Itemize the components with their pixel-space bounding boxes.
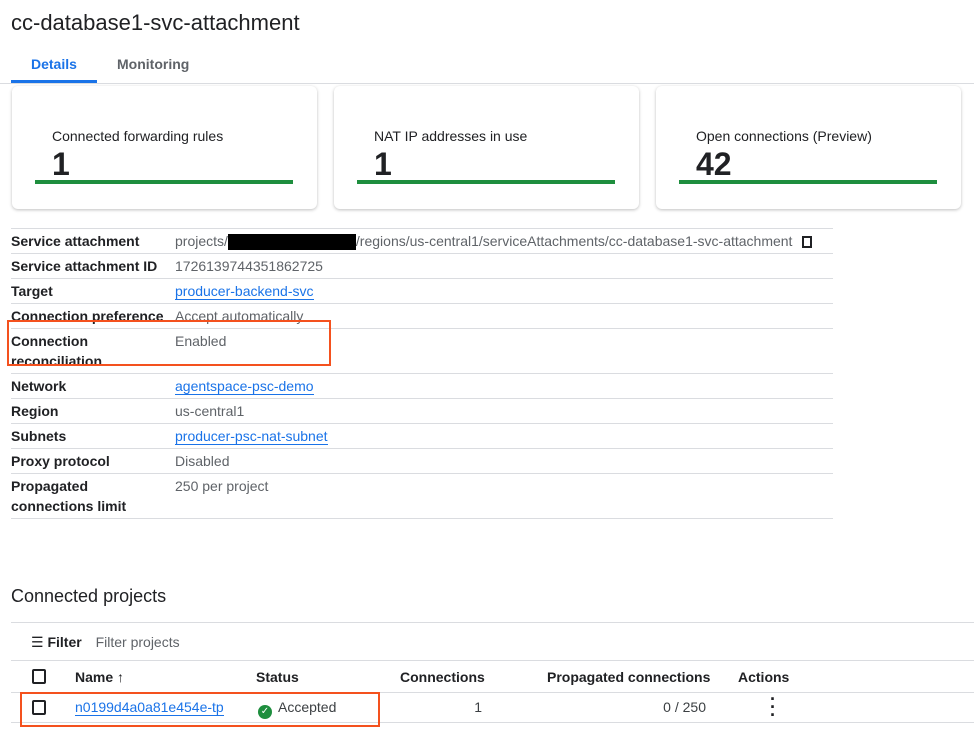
- propagated-value: 0 / 250: [663, 699, 706, 715]
- row-id: Service attachment ID 172613974435186272…: [11, 254, 833, 279]
- value: Disabled: [175, 453, 230, 469]
- row-network: Network agentspace-psc-demo: [11, 374, 833, 399]
- col-propagated: Propagated connections: [547, 669, 711, 685]
- active-tab-indicator: [11, 80, 97, 83]
- table-header: Name ↑ Status Connections Propagated con…: [11, 660, 974, 693]
- row-connection-reconciliation: Connection reconciliation Enabled: [11, 329, 833, 374]
- divider: [0, 83, 974, 84]
- value: 1726139744351862725: [175, 258, 323, 274]
- card-open-connections: Open connections (Preview) 42: [656, 86, 961, 209]
- highlight-box: [7, 320, 331, 366]
- row-propagated-limit: Propagated connections limit 250 per pro…: [11, 474, 833, 519]
- project-link[interactable]: n0199d4a0a81e454e-tp: [75, 699, 224, 716]
- tab-details[interactable]: Details: [31, 56, 77, 72]
- sort-ascending-icon: ↑: [117, 669, 125, 685]
- redacted-block: [227, 234, 356, 251]
- more-vert-icon[interactable]: · · ·: [770, 689, 776, 725]
- card-value: 1: [52, 146, 70, 182]
- card-bar: [357, 180, 615, 184]
- row-proxy-protocol: Proxy protocol Disabled: [11, 449, 833, 474]
- check-circle-icon: ✓: [258, 705, 272, 719]
- col-status: Status: [256, 669, 299, 685]
- row-service-attachment: Service attachment projects/ /regions/us-…: [11, 229, 833, 254]
- value: projects/ /regions/us-central1/serviceAtt…: [175, 231, 813, 251]
- select-all-checkbox[interactable]: [32, 669, 46, 684]
- row-region: Region us-central1: [11, 399, 833, 424]
- card-nat-ips: NAT IP addresses in use 1: [334, 86, 639, 209]
- card-bar: [679, 180, 937, 184]
- filter-label: Filter: [47, 634, 82, 650]
- card-label: Connected forwarding rules: [52, 128, 224, 144]
- col-connections: Connections: [400, 669, 485, 685]
- label: Service attachment: [11, 233, 140, 249]
- details-table: Service attachment projects/ /regions/us-…: [11, 228, 833, 519]
- label: Network: [11, 378, 67, 394]
- card-label: Open connections (Preview): [696, 128, 872, 144]
- page-title: cc-database1-svc-attachment: [11, 10, 300, 35]
- connected-projects-heading: Connected projects: [11, 586, 167, 606]
- tab-monitoring[interactable]: Monitoring: [117, 56, 190, 72]
- card-forwarding-rules: Connected forwarding rules 1: [12, 86, 317, 209]
- subnet-link[interactable]: producer-psc-nat-subnet: [175, 428, 328, 445]
- filter-bar[interactable]: ☰ Filter Filter projects: [31, 634, 180, 651]
- label: Target: [11, 283, 53, 299]
- value: us-central1: [175, 403, 245, 419]
- table-row: n0199d4a0a81e454e-tp ✓ Accepted 1 0 / 250…: [11, 689, 974, 725]
- path-prefix: projects/: [175, 233, 228, 249]
- filter-icon: ☰: [31, 634, 44, 650]
- divider: [11, 622, 974, 623]
- label: Subnets: [11, 428, 67, 444]
- label: Proxy protocol: [11, 453, 110, 469]
- col-actions: Actions: [738, 669, 790, 685]
- row-checkbox[interactable]: [32, 700, 46, 715]
- card-label: NAT IP addresses in use: [374, 128, 528, 144]
- target-link[interactable]: producer-backend-svc: [175, 283, 314, 300]
- network-link[interactable]: agentspace-psc-demo: [175, 378, 314, 395]
- connections-value: 1: [474, 699, 482, 715]
- label: Service attachment ID: [11, 258, 158, 274]
- highlight-box: [20, 692, 380, 727]
- status: ✓ Accepted: [258, 699, 336, 719]
- row-target: Target producer-backend-svc: [11, 279, 833, 304]
- card-value: 42: [696, 146, 732, 182]
- col-name[interactable]: Name ↑: [75, 669, 125, 685]
- value: 250 per project: [175, 478, 269, 494]
- label: Propagated connections limit: [11, 478, 127, 514]
- label: Region: [11, 403, 59, 419]
- row-subnets: Subnets producer-psc-nat-subnet: [11, 424, 833, 449]
- value: Enabled: [175, 333, 227, 349]
- filter-input[interactable]: Filter projects: [95, 634, 180, 650]
- card-value: 1: [374, 146, 392, 182]
- copy-icon[interactable]: [802, 236, 813, 249]
- path-suffix: /regions/us-central1/serviceAttachments/…: [355, 233, 793, 249]
- card-bar: [35, 180, 293, 184]
